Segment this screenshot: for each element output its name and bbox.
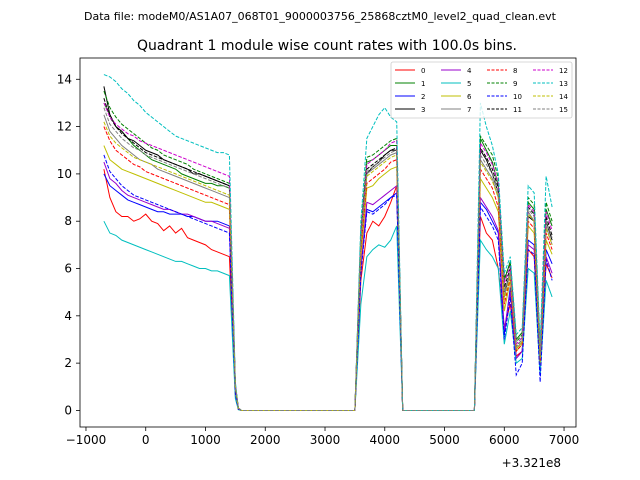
x-tick-label: 3000	[310, 433, 341, 447]
legend-label-0: 0	[421, 67, 425, 75]
legend-label-14: 14	[559, 93, 568, 101]
y-tick-label: 0	[64, 403, 72, 417]
y-tick-label: 2	[64, 356, 72, 370]
legend-label-8: 8	[513, 67, 517, 75]
x-tick-label: 0	[142, 433, 150, 447]
legend-label-5: 5	[467, 80, 471, 88]
x-tick-label: 1000	[190, 433, 221, 447]
series-line-15	[103, 107, 553, 411]
chart-title: Quadrant 1 module wise count rates with …	[137, 38, 517, 54]
y-tick-label: 6	[64, 262, 72, 276]
x-tick-label: 2000	[250, 433, 281, 447]
legend-label-1: 1	[421, 80, 425, 88]
y-tick-label: 14	[57, 72, 72, 86]
legend-label-15: 15	[559, 106, 568, 114]
legend-label-6: 6	[467, 93, 472, 101]
figure-suptitle: Data file: modeM0/AS1A07_068T01_90000037…	[84, 10, 557, 23]
legend-label-11: 11	[513, 106, 522, 114]
legend-label-2: 2	[421, 93, 425, 101]
y-tick-label: 12	[57, 120, 72, 134]
axes-frame	[79, 57, 577, 428]
legend-label-9: 9	[513, 80, 517, 88]
x-tick-label: −1000	[66, 433, 107, 447]
series-layer	[103, 74, 553, 411]
axes-layer: −1000 0 1000 2000 3000 4000 5000 6000 7000 0 2 4 6 8 1…	[57, 57, 580, 447]
legend-label-10: 10	[513, 93, 522, 101]
x-tick-label: 4000	[369, 433, 400, 447]
x-tick-label: 7000	[549, 433, 580, 447]
legend-label-13: 13	[559, 80, 568, 88]
y-tick-label: 10	[57, 167, 72, 181]
y-tick-label: 8	[64, 214, 72, 228]
legend-label-3: 3	[421, 106, 425, 114]
y-tick-label: 4	[64, 309, 72, 323]
legend-label-4: 4	[467, 67, 472, 75]
legend-label-7: 7	[467, 106, 471, 114]
legend-box	[390, 61, 573, 119]
x-tick-label: 6000	[489, 433, 520, 447]
x-offset-label: +3.321e8	[502, 456, 561, 470]
x-tick-label: 5000	[429, 433, 460, 447]
legend-label-12: 12	[559, 67, 568, 75]
